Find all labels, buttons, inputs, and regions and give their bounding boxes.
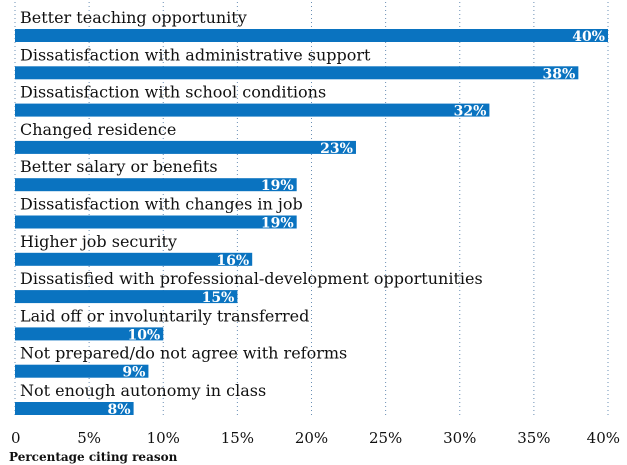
x-tick-label-8: 40% bbox=[587, 429, 620, 447]
x-tick-label-2: 10% bbox=[147, 429, 180, 447]
category-label-9: Not prepared/do not agree with reforms bbox=[20, 344, 347, 363]
x-axis-title: Percentage citing reason bbox=[9, 450, 178, 464]
x-tick-label-6: 30% bbox=[443, 429, 476, 447]
bar-3 bbox=[15, 140, 356, 154]
x-tick-label-4: 20% bbox=[295, 429, 328, 447]
value-label-7: 15% bbox=[202, 290, 235, 306]
value-labels: 40% 38% 32% 23% 19% 19% 16% 15% 10% 9% 8% bbox=[108, 29, 605, 418]
category-label-10: Not enough autonomy in class bbox=[20, 381, 266, 400]
value-label-6: 16% bbox=[216, 253, 249, 269]
category-labels: Better teaching opportunity Dissatisfacti… bbox=[20, 8, 483, 400]
bar-2 bbox=[15, 103, 490, 117]
category-label-1: Dissatisfaction with administrative supp… bbox=[20, 45, 371, 64]
category-label-2: Dissatisfaction with school conditions bbox=[20, 83, 326, 102]
category-label-4: Better salary or benefits bbox=[20, 157, 218, 176]
x-tick-label-1: 5% bbox=[77, 429, 101, 447]
category-label-5: Dissatisfaction with changes in job bbox=[20, 195, 303, 214]
bar-5 bbox=[15, 215, 297, 229]
category-label-0: Better teaching opportunity bbox=[20, 8, 247, 27]
bar-6 bbox=[15, 252, 253, 266]
bars bbox=[15, 29, 608, 415]
bar-8 bbox=[15, 327, 164, 341]
category-label-7: Dissatisfied with professional-developme… bbox=[20, 269, 483, 288]
value-label-10: 8% bbox=[108, 402, 131, 418]
bar-1 bbox=[15, 66, 579, 80]
bar-10 bbox=[15, 402, 134, 415]
value-label-0: 40% bbox=[572, 29, 605, 45]
bar-4 bbox=[15, 178, 297, 192]
bar-0 bbox=[15, 29, 608, 42]
bar-7 bbox=[15, 290, 238, 304]
category-label-8: Laid off or involuntarily transferred bbox=[20, 306, 309, 325]
value-label-5: 19% bbox=[261, 216, 294, 232]
value-label-1: 38% bbox=[543, 66, 576, 82]
bar-9 bbox=[15, 364, 149, 378]
x-tick-label-0: 0 bbox=[11, 429, 21, 447]
value-label-3: 23% bbox=[320, 141, 353, 157]
value-label-2: 32% bbox=[454, 104, 487, 120]
value-label-8: 10% bbox=[127, 327, 160, 343]
value-label-9: 9% bbox=[122, 365, 145, 381]
x-tick-label-3: 15% bbox=[221, 429, 254, 447]
x-axis-ticks: 0 5% 10% 15% 20% 25% 30% 35% 40% bbox=[11, 429, 620, 447]
category-label-3: Changed residence bbox=[20, 120, 176, 139]
value-label-4: 19% bbox=[261, 178, 294, 194]
x-tick-label-7: 35% bbox=[517, 429, 550, 447]
x-tick-label-5: 25% bbox=[369, 429, 402, 447]
category-label-6: Higher job security bbox=[20, 232, 177, 251]
